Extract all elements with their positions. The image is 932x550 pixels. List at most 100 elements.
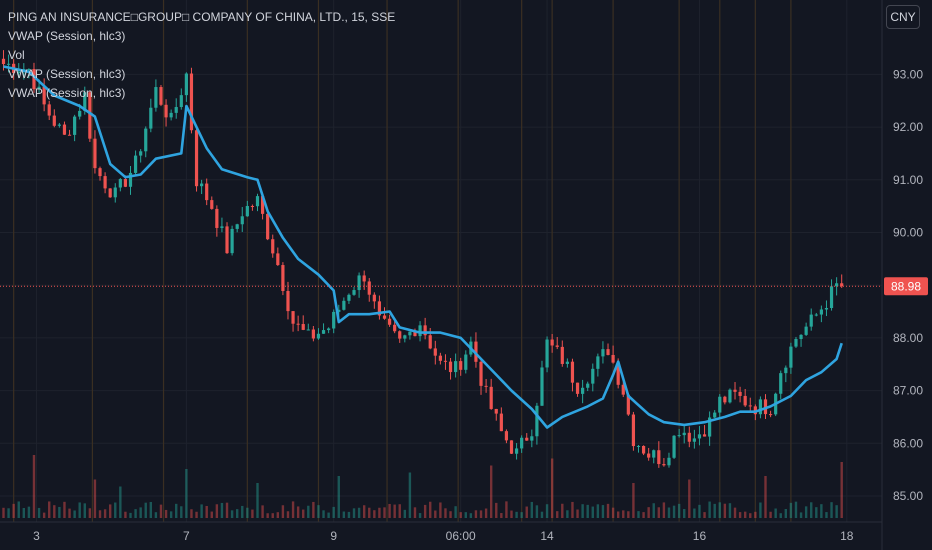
volume-bar bbox=[774, 508, 777, 518]
candle-body bbox=[723, 396, 727, 403]
candle-body bbox=[636, 445, 641, 447]
candle-body bbox=[525, 437, 529, 441]
candle-body bbox=[78, 110, 82, 117]
volume-bar bbox=[12, 503, 15, 518]
candle-body bbox=[606, 349, 610, 355]
volume-bar bbox=[195, 511, 198, 518]
candle-body bbox=[113, 187, 117, 198]
candle-body bbox=[454, 361, 458, 373]
candle-body bbox=[337, 309, 341, 312]
currency-button[interactable]: CNY bbox=[886, 5, 920, 29]
volume-bar bbox=[327, 512, 330, 518]
candle-body bbox=[408, 331, 412, 336]
volume-legend[interactable]: Vol bbox=[8, 48, 25, 62]
candle-body bbox=[73, 116, 77, 135]
volume-bar bbox=[42, 512, 46, 518]
volume-bar bbox=[48, 501, 51, 518]
candle-body bbox=[789, 346, 793, 368]
session-break-lines bbox=[13, 0, 792, 522]
volume-bar bbox=[261, 505, 264, 518]
volume-bar bbox=[73, 510, 76, 518]
volume-bar bbox=[63, 501, 66, 518]
volume-bar bbox=[652, 503, 655, 518]
vwap-legend-1[interactable]: VWAP (Session, hlc3) bbox=[8, 29, 126, 43]
volume-bar bbox=[27, 506, 31, 518]
volume-bar bbox=[830, 502, 833, 518]
time-tick-label: 16 bbox=[693, 529, 707, 543]
price-tick-label: 86.00 bbox=[893, 436, 923, 450]
volume-bar bbox=[302, 509, 305, 518]
volume-bar bbox=[591, 506, 594, 518]
volume-bar bbox=[119, 486, 122, 518]
candle-body bbox=[748, 405, 752, 407]
volume-bar bbox=[175, 503, 178, 518]
volume-bar bbox=[7, 508, 10, 518]
volume-bar bbox=[505, 501, 508, 518]
candle-body bbox=[494, 408, 498, 414]
candle-body bbox=[62, 124, 67, 135]
time-tick-label: 06:00 bbox=[446, 529, 476, 543]
time-tick-label: 18 bbox=[840, 529, 854, 543]
candle-body bbox=[667, 457, 671, 466]
candle-body bbox=[530, 436, 534, 441]
volume-bar bbox=[251, 509, 254, 518]
volume-bar bbox=[271, 513, 274, 518]
volume-bar bbox=[550, 458, 554, 518]
volume-bar bbox=[53, 505, 56, 518]
candle-body bbox=[352, 290, 356, 295]
volume-bar bbox=[611, 507, 615, 518]
volume-bar bbox=[296, 506, 300, 518]
time-tick-label: 9 bbox=[330, 529, 337, 543]
volume-bar bbox=[403, 509, 407, 518]
candle-body bbox=[474, 341, 478, 362]
candle-body bbox=[210, 200, 214, 209]
candle-body bbox=[123, 179, 128, 187]
candle-body bbox=[321, 330, 326, 334]
candle-body bbox=[840, 283, 844, 287]
volume-bar bbox=[586, 504, 589, 518]
volume-bar bbox=[616, 511, 620, 518]
volume-bar bbox=[469, 513, 473, 518]
candle-body bbox=[423, 325, 427, 336]
candle-body bbox=[118, 179, 122, 188]
candle-body bbox=[733, 389, 737, 392]
volume-bar bbox=[337, 476, 340, 518]
volume-bar bbox=[525, 506, 528, 518]
volume-bar bbox=[312, 501, 315, 518]
candle-body bbox=[586, 383, 590, 388]
candle-body bbox=[464, 354, 468, 370]
candle-body bbox=[499, 413, 503, 432]
volume-bar bbox=[225, 502, 229, 518]
volume-bar bbox=[672, 505, 676, 518]
volume-bar bbox=[840, 462, 843, 518]
volume-bar bbox=[571, 501, 574, 518]
candle-body bbox=[433, 348, 437, 356]
candles bbox=[1, 50, 844, 468]
volume-bar bbox=[449, 511, 452, 518]
candle-body bbox=[560, 346, 564, 364]
last-price-label: 88.98 bbox=[891, 279, 921, 293]
volume-bar bbox=[789, 502, 793, 518]
volume-bar bbox=[484, 508, 488, 518]
candle-body bbox=[682, 432, 686, 436]
volume-bar bbox=[368, 507, 371, 518]
candle-body bbox=[677, 435, 681, 437]
candle-body bbox=[281, 265, 285, 292]
volume-bar bbox=[784, 508, 788, 518]
volume-bar bbox=[281, 505, 285, 518]
price-tick-label: 85.00 bbox=[893, 489, 923, 503]
vwap-legend-2[interactable]: VWAP (Session, hlc3) bbox=[8, 67, 126, 81]
candle-body bbox=[657, 450, 661, 465]
candle-body bbox=[139, 151, 143, 156]
volume-bar bbox=[444, 508, 447, 518]
candle-body bbox=[616, 362, 620, 385]
volume-bar bbox=[495, 502, 498, 518]
candle-body bbox=[799, 334, 803, 340]
vwap-legend-3[interactable]: VWAP (Session, hlc3) bbox=[8, 86, 126, 100]
volume-bar bbox=[78, 502, 81, 518]
volume-bar bbox=[17, 501, 20, 518]
volume-bar bbox=[815, 507, 818, 518]
candle-body bbox=[250, 206, 255, 208]
volume-bar bbox=[754, 511, 757, 518]
